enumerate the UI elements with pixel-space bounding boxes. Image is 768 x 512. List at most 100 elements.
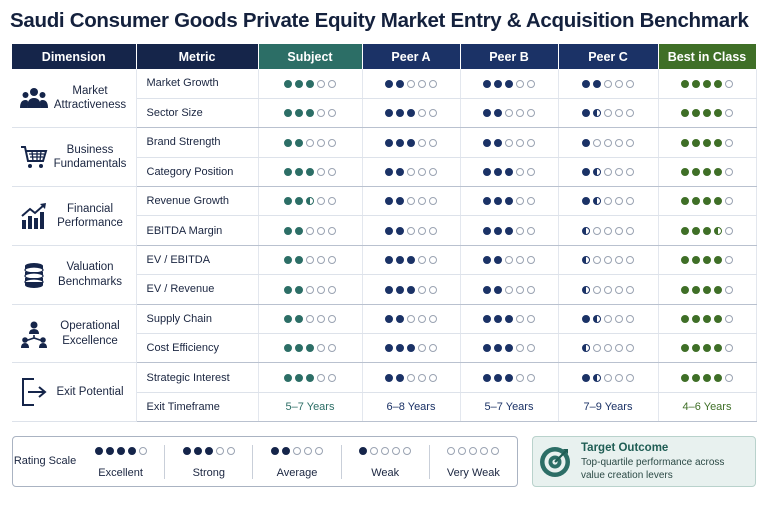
- rating-dot-full: [271, 446, 279, 455]
- rating-dot-empty: [593, 256, 601, 265]
- rating-best-in-class: [658, 215, 757, 246]
- rating-dot-full: [703, 226, 711, 235]
- legend-dots: [270, 445, 325, 457]
- rating-subject: [258, 215, 363, 246]
- rating-dot-full: [385, 256, 393, 265]
- metric-label: Sector Size: [136, 98, 259, 129]
- rating-dot-empty: [527, 344, 535, 353]
- rating-subject: [258, 333, 363, 364]
- metric-label: EBITDA Margin: [136, 215, 259, 246]
- rating-dot-half: [593, 167, 601, 176]
- rating-dot-full: [284, 226, 292, 235]
- people-group-icon: [18, 83, 50, 113]
- rating-dot-full: [505, 197, 513, 206]
- rating-dot-full: [483, 138, 491, 147]
- rating-dot-empty: [604, 109, 612, 118]
- rating-peer-b: [460, 157, 559, 188]
- rating-dot-empty: [317, 344, 325, 353]
- rating-peer-b: [460, 362, 559, 393]
- dimension-label: Exit Potential: [56, 386, 124, 399]
- rating-subject: [258, 274, 363, 305]
- rating-dot-empty: [317, 197, 325, 206]
- rating-dot-full: [284, 197, 292, 206]
- rating-dot-half: [582, 285, 590, 294]
- metric-label: Supply Chain: [136, 304, 259, 335]
- rating-dot-empty: [418, 109, 426, 118]
- growth-chart-icon: [18, 201, 50, 231]
- rating-dot-empty: [516, 167, 524, 176]
- rating-dot-empty: [626, 109, 634, 118]
- rating-dot-empty: [491, 446, 500, 455]
- rating-dot-empty: [370, 446, 379, 455]
- rating-dot-empty: [429, 167, 437, 176]
- rating-peer-c: [558, 215, 659, 246]
- rating-dot-empty: [429, 226, 437, 235]
- rating-dot-empty: [306, 256, 314, 265]
- rating-peer-a: [362, 186, 461, 217]
- rating-peer-c: [558, 186, 659, 217]
- rating-dot-empty: [418, 79, 426, 88]
- header-peer-a: Peer A: [362, 44, 461, 69]
- rating-dot-full: [681, 344, 689, 353]
- rating-dot-empty: [516, 373, 524, 382]
- rating-dot-full: [396, 285, 404, 294]
- rating-dot-empty: [469, 446, 478, 455]
- rating-dot-empty: [626, 373, 634, 382]
- rating-peer-c: [558, 274, 659, 305]
- rating-dot-full: [714, 373, 722, 382]
- rating-dot-empty: [604, 314, 612, 323]
- benchmark-table: Dimension Metric Subject Peer A Peer B P…: [12, 44, 757, 423]
- dimension-label: Valuation Benchmarks: [58, 261, 122, 288]
- rating-dot-empty: [407, 226, 415, 235]
- rating-dot-empty: [604, 197, 612, 206]
- rating-dot-empty: [725, 226, 733, 235]
- rating-dot-full: [582, 197, 590, 206]
- header-dimension: Dimension: [12, 44, 137, 69]
- rating-subject: [258, 304, 363, 335]
- legend-item: Very Weak: [428, 444, 517, 479]
- timeframe-peer-a: 6–8 Years: [362, 392, 461, 423]
- rating-dot-empty: [418, 344, 426, 353]
- rating-dot-empty: [604, 167, 612, 176]
- rating-dot-full: [407, 256, 415, 265]
- rating-dot-empty: [447, 446, 456, 455]
- rating-dot-empty: [725, 197, 733, 206]
- rating-dot-full: [385, 373, 393, 382]
- rating-dot-full: [582, 138, 590, 147]
- rating-peer-a: [362, 274, 461, 305]
- metric-label: Market Growth: [136, 69, 259, 99]
- rating-dot-full: [681, 109, 689, 118]
- rating-subject: [258, 245, 363, 276]
- target-description: Top-quartile performance across value cr…: [581, 456, 725, 481]
- page-title: Saudi Consumer Goods Private Equity Mark…: [10, 9, 749, 32]
- metric-label: Category Position: [136, 157, 259, 188]
- rating-best-in-class: [658, 333, 757, 364]
- header-best-in-class: Best in Class: [658, 44, 757, 69]
- rating-peer-c: [558, 98, 659, 129]
- header-row: Dimension Metric Subject Peer A Peer B P…: [12, 44, 757, 69]
- rating-dot-empty: [604, 138, 612, 147]
- rating-dot-half: [714, 226, 722, 235]
- metric-label: Exit Timeframe: [136, 392, 259, 423]
- rating-best-in-class: [658, 245, 757, 276]
- rating-dot-full: [494, 138, 502, 147]
- rating-dot-empty: [328, 373, 336, 382]
- rating-dot-empty: [407, 197, 415, 206]
- rating-dot-empty: [407, 314, 415, 323]
- table-row: Exit Potential Strategic Interest: [12, 362, 757, 423]
- rating-dot-empty: [418, 167, 426, 176]
- rating-dot-full: [593, 79, 601, 88]
- rating-dot-empty: [615, 197, 623, 206]
- rating-dot-full: [703, 79, 711, 88]
- rating-dot-full: [295, 256, 303, 265]
- rating-dot-full: [703, 314, 711, 323]
- rating-dot-half: [593, 197, 601, 206]
- rating-dot-empty: [407, 167, 415, 176]
- rating-dot-full: [494, 79, 502, 88]
- rating-dot-full: [483, 167, 491, 176]
- rating-dot-empty: [306, 138, 314, 147]
- rating-peer-c: [558, 69, 659, 99]
- rating-peer-c: [558, 304, 659, 335]
- rating-dot-full: [681, 373, 689, 382]
- rating-dot-full: [306, 373, 314, 382]
